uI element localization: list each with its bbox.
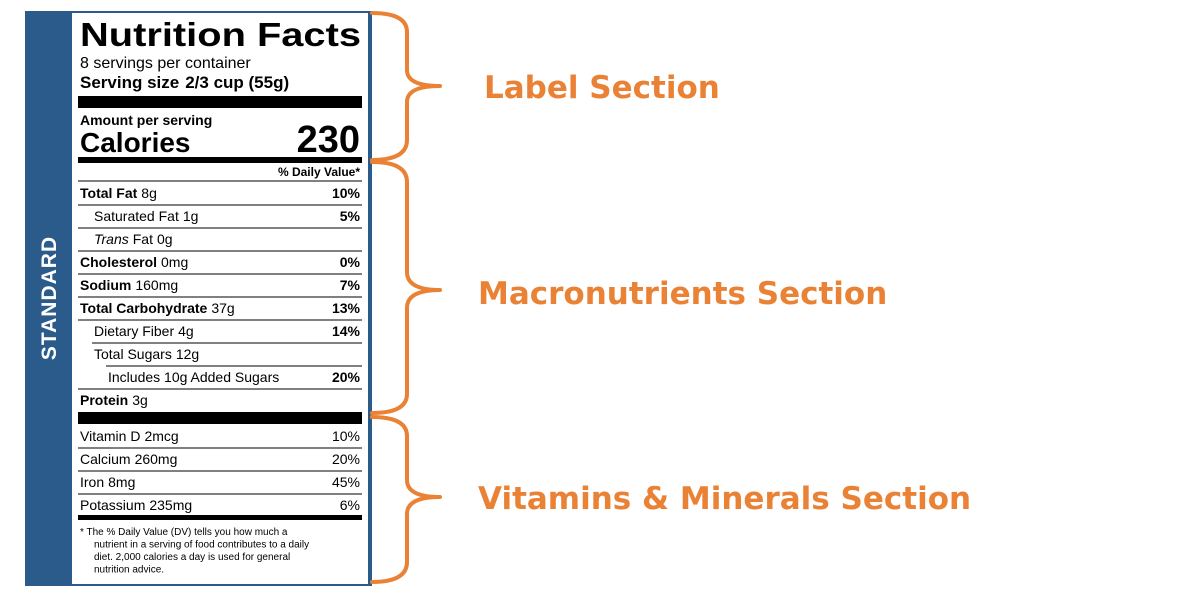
thick-rule xyxy=(78,96,362,108)
nutrient: Saturated Fat 1g xyxy=(94,208,198,224)
vitamin-name: Iron xyxy=(80,474,104,490)
nutrient: Dietary Fiber 4g xyxy=(94,323,194,339)
nutrient-name: Total Fat xyxy=(80,185,138,201)
vitamin-dv: 6% xyxy=(340,497,360,513)
nutrient-dv: 13% xyxy=(332,300,361,316)
nutrient-dv: 7% xyxy=(340,277,361,293)
sidebar-text: STANDARD xyxy=(38,236,61,360)
vitamin-amount: 260mg xyxy=(135,451,178,467)
nutrient-amount: 4g xyxy=(178,323,194,339)
nutrient-name: Total Sugars xyxy=(94,346,172,362)
label-background xyxy=(72,13,368,584)
nutrient-name: Protein xyxy=(80,392,128,408)
serving-size-value: 2/3 cup (55g) xyxy=(185,73,289,92)
footnote-line: * The % Daily Value (DV) tells you how m… xyxy=(80,527,288,538)
medium-rule xyxy=(78,515,362,520)
serving-size-label: Serving size xyxy=(80,73,179,92)
dv-header: % Daily Value* xyxy=(278,165,360,179)
nutrient-dv: 14% xyxy=(332,323,361,339)
nutrient-amount: 8g xyxy=(141,185,157,201)
vitamin-amount: 2mcg xyxy=(144,428,178,444)
nutrient-dv: 5% xyxy=(340,208,361,224)
nutrient-dv: 10% xyxy=(332,185,361,201)
vitamin-name: Calcium xyxy=(80,451,131,467)
nutrient: Includes 10g Added Sugars xyxy=(108,369,279,385)
serving-size: Serving size 2/3 cup (55g) xyxy=(80,73,289,92)
nutrient-amount: 1g xyxy=(183,208,199,224)
label-title: Nutrition Facts xyxy=(80,16,361,53)
vitamin-dv: 45% xyxy=(332,474,360,490)
nutrient-rows: Total Fat 8g 10%Saturated Fat 1g 5%Trans Fat 0… xyxy=(78,180,362,576)
vitamin: Iron 8mg xyxy=(80,474,135,490)
thick-rule xyxy=(78,412,362,424)
section-label: Vitamins & Minerals Section xyxy=(478,481,971,517)
amount-per-serving: Amount per serving xyxy=(80,112,212,128)
nutrient-amount: 12g xyxy=(176,346,199,362)
nutrient: Sodium 160mg xyxy=(80,277,178,293)
vitamin-amount: 235mg xyxy=(149,497,192,513)
vitamin: Potassium 235mg xyxy=(80,497,192,513)
medium-rule xyxy=(78,157,362,163)
servings: 8 servings per container xyxy=(80,55,251,72)
vitamin-dv: 10% xyxy=(332,428,360,444)
calories-value: 230 xyxy=(297,119,360,161)
nutrient-amount: 160mg xyxy=(135,277,178,293)
nutrient-amount: 0g xyxy=(157,231,173,247)
nutrient-amount: 0mg xyxy=(161,254,188,270)
vitamin-amount: 8mg xyxy=(108,474,135,490)
nutrient-name: Total Carbohydrate xyxy=(80,300,208,316)
nutrient-name-italic: Trans xyxy=(94,231,129,247)
nutrient-dv: 0% xyxy=(340,254,361,270)
nutrient: Trans Fat 0g xyxy=(94,231,173,247)
footnote-line: diet. 2,000 calories a day is used for g… xyxy=(94,552,290,563)
section-label: Label Section xyxy=(484,70,720,106)
brace xyxy=(370,11,442,162)
nutrient: Protein 3g xyxy=(80,392,148,408)
nutrient-name: Cholesterol xyxy=(80,254,157,270)
nutrient: Cholesterol 0mg xyxy=(80,254,188,270)
section-label: Macronutrients Section xyxy=(478,276,887,312)
vitamin: Vitamin D 2mcg xyxy=(80,428,179,444)
nutrient: Total Sugars 12g xyxy=(94,346,199,362)
nutrient-name: Fat xyxy=(133,231,153,247)
footnote-line: nutrient in a serving of food contribute… xyxy=(94,540,309,551)
nutrient-name: Dietary Fiber xyxy=(94,323,174,339)
nutrient-name: Sodium xyxy=(80,277,131,293)
vitamin-dv: 20% xyxy=(332,451,360,467)
vitamin-name: Vitamin D xyxy=(80,428,140,444)
footnote-line: nutrition advice. xyxy=(94,565,164,576)
brace xyxy=(370,415,442,584)
nutrient-name: Includes 10g Added Sugars xyxy=(108,369,279,385)
nutrient-amount: 3g xyxy=(132,392,148,408)
vitamin: Calcium 260mg xyxy=(80,451,177,467)
nutrient-dv: 20% xyxy=(332,369,361,385)
nutrient-name: Saturated Fat xyxy=(94,208,179,224)
calories-label: Calories xyxy=(80,127,191,158)
nutrient: Total Carbohydrate 37g xyxy=(80,300,235,316)
nutrient-amount: 37g xyxy=(211,300,234,316)
vitamin-name: Potassium xyxy=(80,497,145,513)
brace xyxy=(370,160,442,415)
nutrient: Total Fat 8g xyxy=(80,185,157,201)
